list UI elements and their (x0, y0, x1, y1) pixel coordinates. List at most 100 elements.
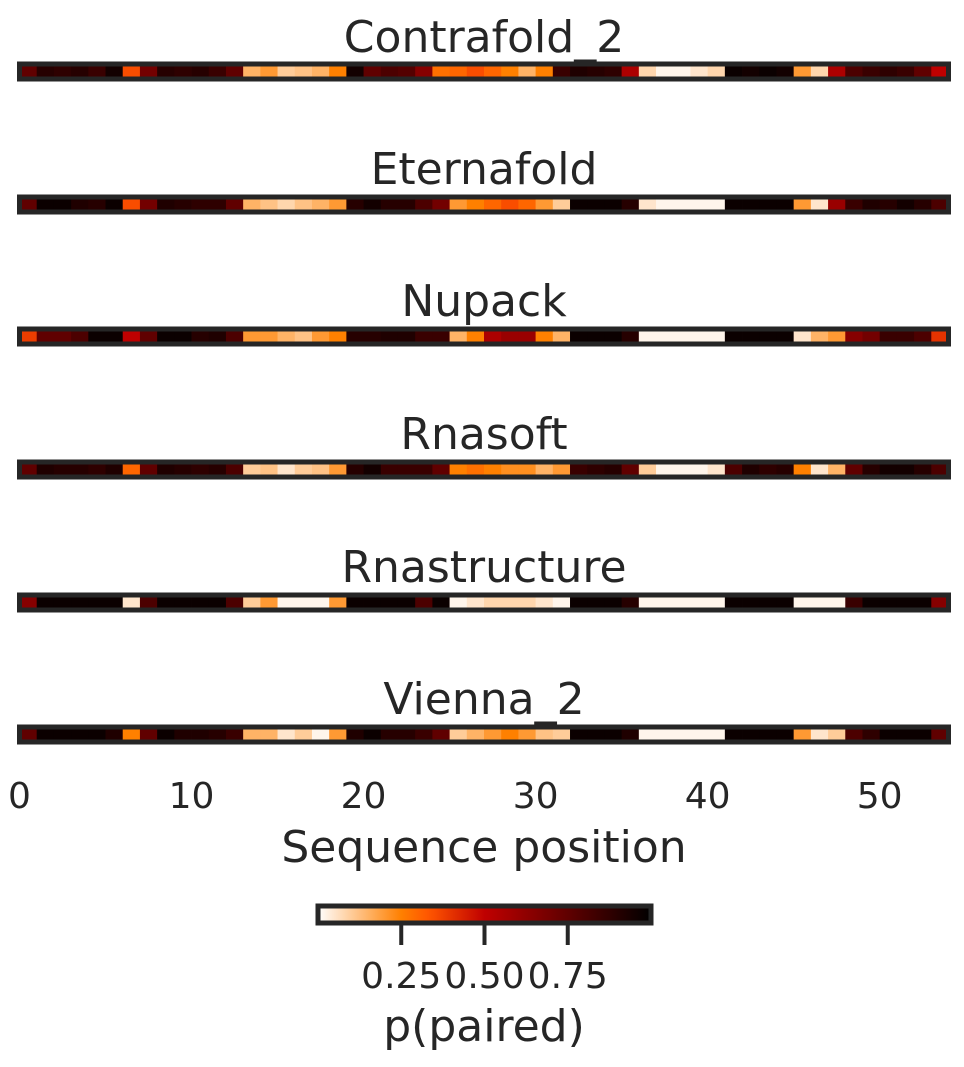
heatmap-cell (604, 595, 623, 610)
heatmap-cell (139, 197, 158, 212)
heatmap-cell (484, 64, 502, 79)
heatmap-cell (552, 64, 571, 79)
heatmap-cell (501, 329, 519, 344)
heatmap-cell (277, 595, 296, 610)
heatmap-cell (260, 329, 278, 344)
heatmap-cell (707, 727, 726, 742)
heatmap-cell (501, 197, 519, 212)
heatmap-cell (621, 595, 640, 610)
heatmap-cell (88, 329, 106, 344)
heatmap-cell (432, 329, 450, 344)
heatmap-cell (810, 727, 829, 742)
heatmap-cell (914, 64, 932, 79)
heatmap-cell (604, 329, 623, 344)
heatmap-cell (535, 727, 554, 742)
heatmap-cell (690, 462, 709, 477)
heatmap-cell (656, 64, 674, 79)
heatmap-cell (621, 329, 640, 344)
heatmap-cell (552, 595, 571, 610)
heatmap-cell (277, 462, 296, 477)
panel-frame (17, 459, 951, 480)
heatmap-cell (139, 727, 158, 742)
heatmap-cell (225, 197, 244, 212)
heatmap-cell (329, 462, 347, 477)
heatmap-cell (656, 197, 674, 212)
colorbar-tick-label: 0.75 (528, 956, 608, 997)
heatmap-cell (191, 197, 210, 212)
heatmap-cell (742, 595, 760, 610)
heatmap-cell (724, 197, 743, 212)
heatmap-cell (879, 329, 898, 344)
heatmap-cell (570, 329, 588, 344)
heatmap-cell (19, 329, 38, 344)
x-tick-label: 50 (857, 776, 903, 817)
heatmap-cell (828, 197, 846, 212)
heatmap-cell (346, 197, 364, 212)
heatmap-cell (191, 64, 210, 79)
heatmap-cell (122, 727, 141, 742)
heatmap-cell (793, 727, 812, 742)
heatmap-cell (105, 462, 124, 477)
heatmap-cell (71, 462, 89, 477)
heatmap-cell (311, 329, 330, 344)
heatmap-cell (466, 727, 485, 742)
heatmap-cell (139, 329, 158, 344)
heatmap-cell (656, 727, 674, 742)
heatmap-cell (879, 595, 898, 610)
heatmap-cell (931, 462, 949, 477)
heatmap-cell (742, 329, 760, 344)
panel-title: Rnasoft (400, 409, 567, 460)
heatmap-cell (432, 727, 450, 742)
heatmap-cell (415, 595, 433, 610)
heatmap-cell (363, 64, 382, 79)
heatmap-cell (277, 64, 296, 79)
heatmap-cell (380, 462, 399, 477)
heatmap-cell (191, 329, 210, 344)
heatmap-cell (587, 462, 605, 477)
heatmap-cell (122, 197, 141, 212)
heatmap-cell (896, 727, 915, 742)
heatmap-cell (724, 595, 743, 610)
heatmap-cell (845, 329, 863, 344)
heatmap-cell (862, 595, 881, 610)
heatmap-cell (449, 197, 468, 212)
heatmap-cell (621, 64, 640, 79)
panel-frame (17, 724, 951, 745)
heatmap-cell (397, 64, 416, 79)
heatmap-cell (501, 462, 519, 477)
heatmap-cell (518, 329, 537, 344)
heatmap-cell (845, 462, 863, 477)
heatmap-cell (71, 595, 89, 610)
heatmap-cell (742, 197, 760, 212)
heatmap-cell (759, 462, 777, 477)
heatmap-cell (690, 64, 709, 79)
heatmap-cell (380, 197, 399, 212)
heatmap-cell (88, 64, 106, 79)
heatmap-cell (225, 329, 244, 344)
heatmap-cell (862, 197, 881, 212)
heatmap-cell (139, 64, 158, 79)
heatmap-cell (415, 462, 433, 477)
heatmap-cell (88, 462, 106, 477)
heatmap-cell (776, 462, 795, 477)
heatmap-cell (931, 329, 949, 344)
heatmap-cell (501, 727, 519, 742)
heatmap-cell (621, 197, 640, 212)
heatmap-cell (122, 64, 141, 79)
heatmap-cell (36, 329, 55, 344)
heatmap-cell (621, 727, 640, 742)
heatmap-cell (570, 462, 588, 477)
heatmap-cell (363, 727, 382, 742)
heatmap-cell (604, 64, 623, 79)
x-tick-label: 30 (513, 776, 559, 817)
heatmap-cell (638, 197, 657, 212)
heatmap-cell (776, 329, 795, 344)
heatmap-cell (638, 595, 657, 610)
x-axis: 0 10 20 30 40 50 (8, 776, 903, 817)
heatmap-cell (552, 329, 571, 344)
heatmap-cell (294, 197, 313, 212)
heatmap-cell (449, 64, 468, 79)
heatmap-cell (311, 197, 330, 212)
heatmap-cell (19, 595, 38, 610)
heatmap-cell (879, 462, 898, 477)
